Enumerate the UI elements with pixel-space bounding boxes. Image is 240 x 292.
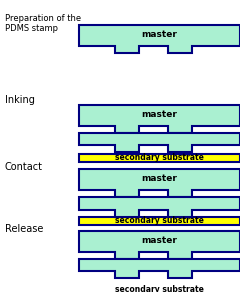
Text: Release: Release	[5, 224, 43, 234]
FancyBboxPatch shape	[79, 217, 240, 225]
Text: master: master	[142, 174, 178, 183]
Text: Preparation of the
PDMS stamp: Preparation of the PDMS stamp	[5, 14, 81, 33]
Polygon shape	[79, 105, 240, 133]
Text: Inking: Inking	[5, 95, 35, 105]
Polygon shape	[79, 197, 240, 217]
Text: Contact: Contact	[5, 162, 43, 172]
FancyBboxPatch shape	[79, 285, 240, 292]
Polygon shape	[79, 25, 240, 53]
Polygon shape	[79, 169, 240, 197]
Text: master: master	[142, 110, 178, 119]
Text: secondary substrate: secondary substrate	[115, 154, 204, 162]
Polygon shape	[79, 259, 240, 278]
Text: secondary substrate: secondary substrate	[115, 216, 204, 225]
Text: master: master	[142, 30, 178, 39]
Text: master: master	[142, 236, 178, 245]
Text: secondary substrate: secondary substrate	[115, 285, 204, 292]
Polygon shape	[79, 133, 240, 152]
FancyBboxPatch shape	[79, 154, 240, 162]
Polygon shape	[79, 231, 240, 259]
